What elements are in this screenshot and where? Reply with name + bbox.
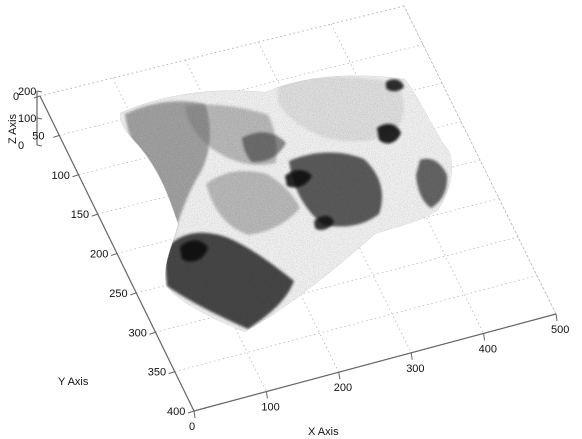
y-axis-label: Y Axis (58, 376, 89, 388)
x-tick-label-400: 400 (479, 343, 497, 355)
y-tick-label-300: 300 (129, 327, 147, 339)
z-tick-label-200: 200 (18, 86, 36, 98)
x-tick-0 (194, 411, 195, 418)
y-tick-150 (92, 214, 98, 216)
y-tick-400 (188, 411, 194, 413)
x-tick-label-300: 300 (406, 363, 424, 375)
y-tick-100 (73, 175, 79, 177)
z-tick-label-100: 100 (18, 113, 36, 125)
x-axis-label: X Axis (308, 426, 339, 438)
y-tick-300 (150, 332, 156, 334)
z-tick-0 (37, 145, 42, 146)
z-axis-label: Z Axis (7, 114, 19, 144)
y-tick-label-400: 400 (167, 406, 185, 418)
x-tick-500 (556, 314, 557, 321)
x-tick-200 (339, 372, 340, 379)
y-tick-label-200: 200 (90, 249, 108, 261)
x-tick-label-0: 0 (189, 421, 195, 433)
y-tick-50 (53, 135, 59, 137)
y-tick-label-250: 250 (109, 288, 127, 300)
x-tick-label-100: 100 (261, 402, 279, 414)
y-tick-200 (111, 254, 117, 256)
surface-speckle-texture (110, 70, 470, 345)
z-tick-200 (37, 91, 42, 92)
y-tick-label-150: 150 (71, 209, 89, 221)
x-tick-300 (411, 353, 412, 360)
y-tick-label-100: 100 (52, 170, 70, 182)
y-tick-250 (130, 293, 136, 295)
x-tick-label-500: 500 (551, 324, 569, 336)
x-tick-100 (266, 392, 267, 399)
y-tick-350 (169, 372, 175, 374)
y-tick-label-350: 350 (148, 367, 166, 379)
y-tick-label-50: 50 (32, 130, 44, 142)
z-tick-100 (37, 118, 42, 119)
x-tick-400 (484, 333, 485, 340)
x-tick-label-200: 200 (334, 382, 352, 394)
surface-area (110, 70, 470, 345)
